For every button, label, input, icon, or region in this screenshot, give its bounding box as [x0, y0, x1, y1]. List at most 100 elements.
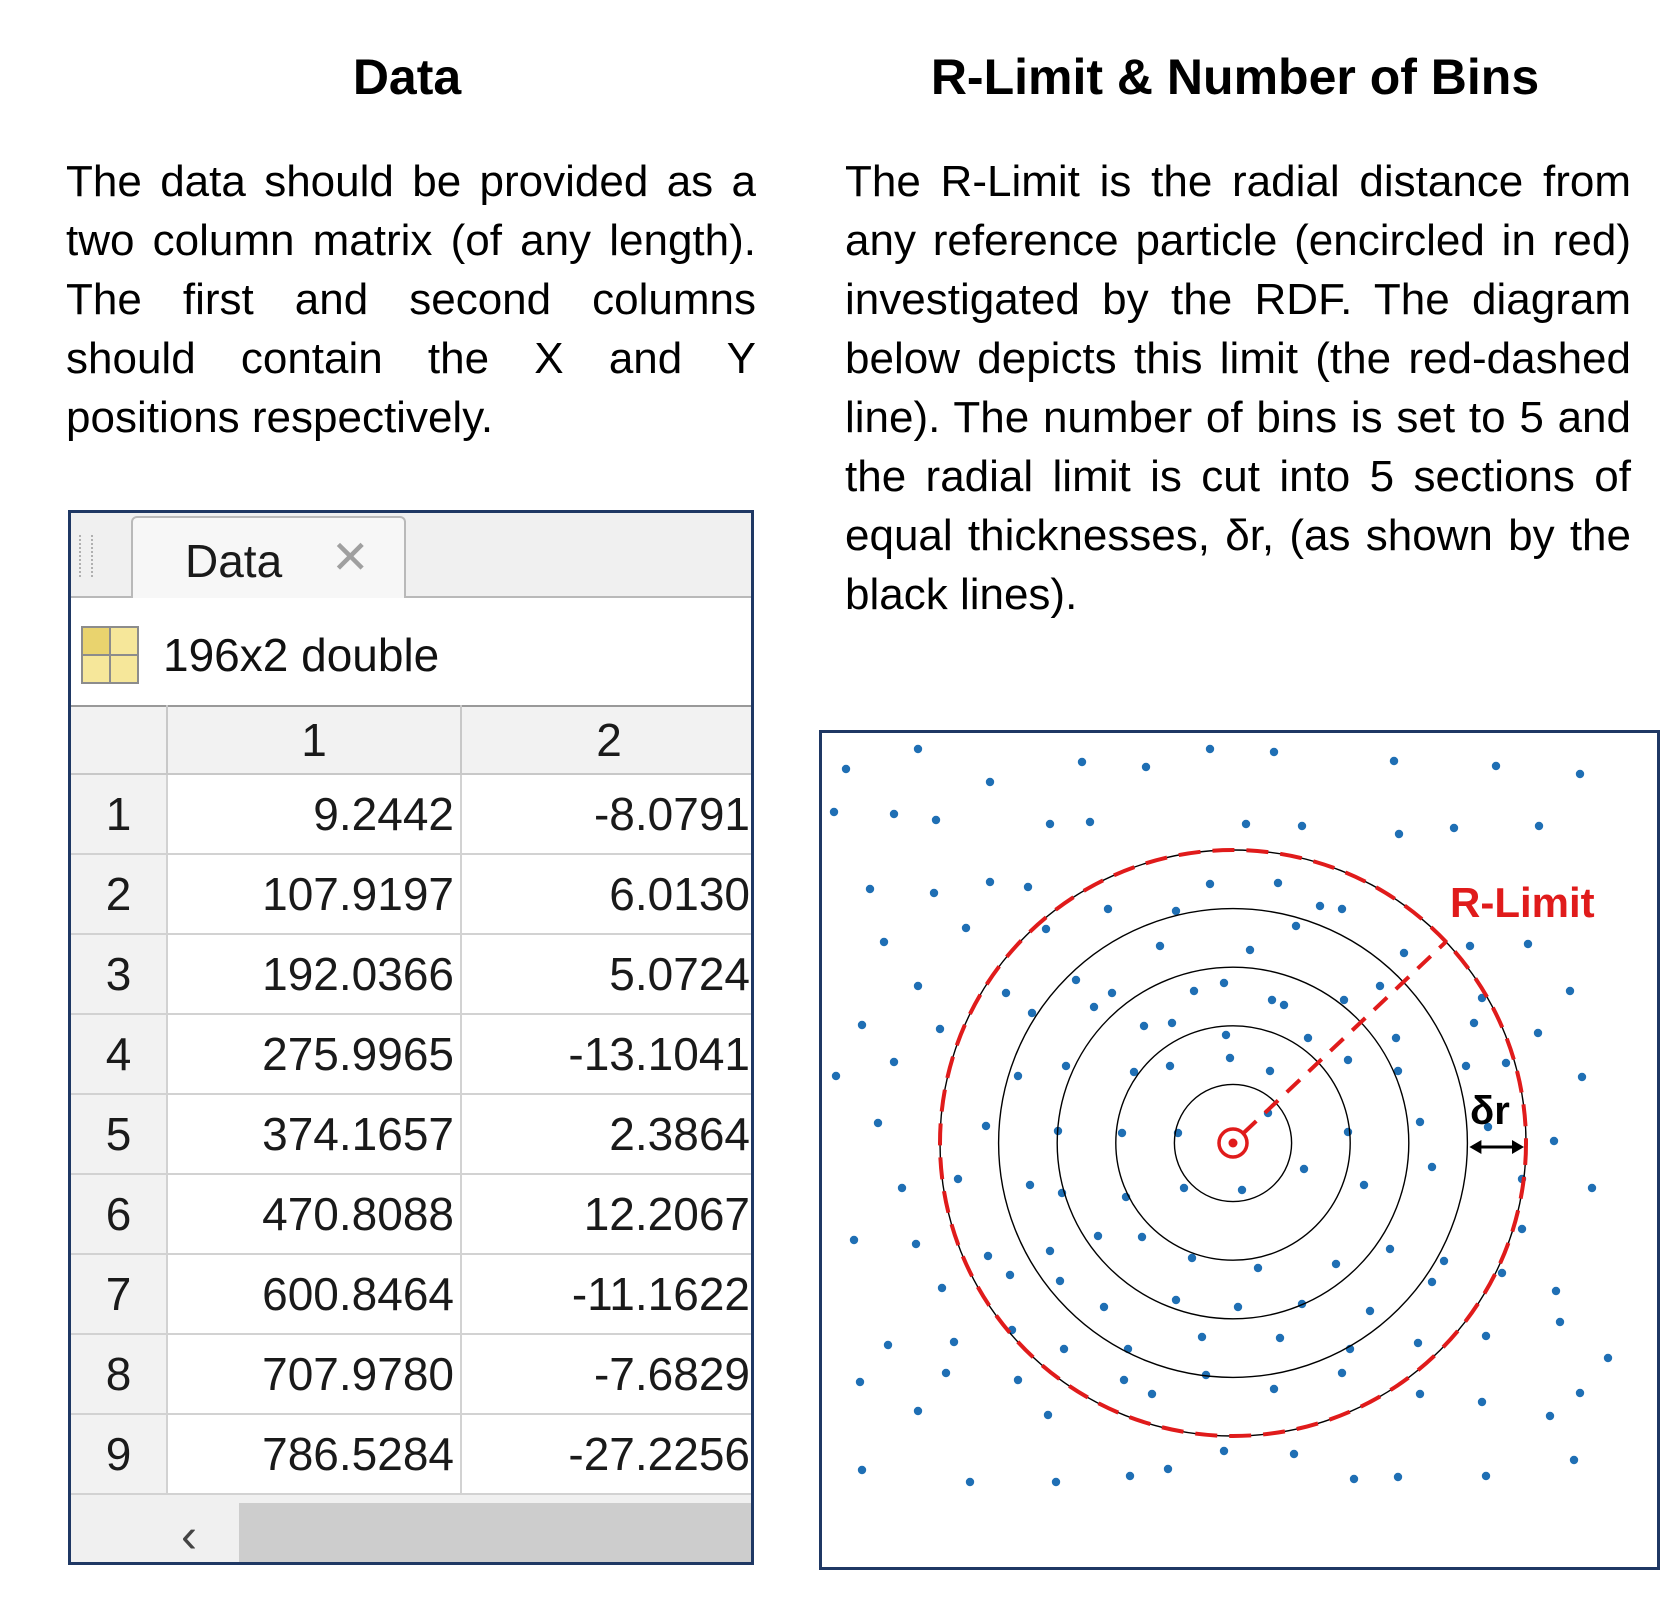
particle-dot	[1269, 747, 1279, 757]
particle-dot	[1163, 1464, 1173, 1474]
table-cell[interactable]: 5.0724	[461, 934, 751, 1015]
r-limit-description: The R-Limit is the radial distance from …	[845, 157, 1631, 619]
particle-dot	[1137, 1232, 1147, 1242]
particle-dot	[981, 1121, 991, 1131]
diagram-canvas: δr R-Limit	[829, 744, 1613, 1487]
table-cell[interactable]: -7.6829	[461, 1334, 751, 1415]
table-cell[interactable]: -8.0791	[461, 774, 751, 855]
particle-dot	[1551, 1286, 1561, 1296]
row-number-cell[interactable]: 9	[71, 1414, 168, 1495]
particle-dot	[1171, 1295, 1181, 1305]
particle-dot	[1481, 1331, 1491, 1341]
variable-info-bar: 196x2 double	[71, 598, 751, 705]
particle-dot	[1025, 1180, 1035, 1190]
r-limit-label: R-Limit	[1450, 879, 1595, 926]
table-cell[interactable]: 2.3864	[461, 1094, 751, 1175]
column-header-2[interactable]: 2	[461, 705, 751, 775]
particle-dot	[1523, 939, 1533, 949]
delta-r-label: δr	[1470, 1089, 1510, 1133]
row-number-header[interactable]	[71, 705, 168, 775]
row-number-cell[interactable]: 8	[71, 1334, 168, 1415]
particle-dot	[1385, 1244, 1395, 1254]
particle-dot	[1189, 986, 1199, 996]
row-number-cell[interactable]: 7	[71, 1254, 168, 1335]
horizontal-scrollbar[interactable]: ‹	[71, 1503, 751, 1563]
particle-dot	[1399, 948, 1409, 958]
bin-circle	[1056, 966, 1410, 1320]
particle-dot	[1413, 1338, 1423, 1348]
particle-dot	[1061, 1061, 1071, 1071]
particle-dot	[1077, 757, 1087, 767]
tab-data[interactable]: Data ✕	[131, 516, 406, 598]
particle-dot	[1497, 1268, 1507, 1278]
particle-dot	[1071, 975, 1081, 985]
particle-dot	[1565, 986, 1575, 996]
particle-dot	[1045, 819, 1055, 829]
table-cell[interactable]: 600.8464	[167, 1254, 462, 1335]
tab-strip-divider	[71, 596, 751, 598]
table-cell[interactable]: -11.1622	[461, 1254, 751, 1335]
row-number-cell[interactable]: 3	[71, 934, 168, 1015]
table-cell[interactable]: 786.5284	[167, 1414, 462, 1495]
table-cell[interactable]: 6.0130	[461, 854, 751, 935]
row-number-cell[interactable]: 2	[71, 854, 168, 935]
table-cell[interactable]: 707.9780	[167, 1334, 462, 1415]
particle-dot	[935, 1024, 945, 1034]
particle-dot	[1303, 1033, 1313, 1043]
column-header-1[interactable]: 1	[167, 705, 462, 775]
row-number-cell[interactable]: 4	[71, 1014, 168, 1095]
particle-dot	[1555, 1317, 1565, 1327]
particle-dot	[1501, 1058, 1511, 1068]
particle-dot	[1393, 1066, 1403, 1076]
particle-dot	[1051, 1477, 1061, 1487]
particle-dot	[857, 1465, 867, 1475]
particle-dot	[913, 744, 923, 754]
particle-dot	[913, 981, 923, 991]
r-limit-diagram: δr R-Limit	[819, 730, 1660, 1570]
particle-dot	[1394, 829, 1404, 839]
particle-dot	[1155, 941, 1165, 951]
particle-dot	[1415, 1117, 1425, 1127]
particle-dot	[1477, 1397, 1487, 1407]
data-table: 1 2 1 9.2442 -8.0791 2 107.9197 6.0130 3 192.03…	[71, 705, 751, 1495]
delta-r-arrowhead-left	[1469, 1140, 1482, 1154]
close-icon[interactable]: ✕	[331, 531, 370, 583]
row-number-cell[interactable]: 6	[71, 1174, 168, 1255]
table-cell[interactable]: 9.2442	[167, 774, 462, 855]
particle-dot	[1129, 1067, 1139, 1077]
particle-dot	[931, 815, 941, 825]
particle-dot	[1241, 819, 1251, 829]
particle-dot	[1315, 901, 1325, 911]
table-row: 3 192.0366 5.0724	[71, 934, 751, 1015]
particle-dot	[1139, 1021, 1149, 1031]
panel-drag-handle[interactable]	[79, 535, 93, 577]
particle-dot	[1201, 1370, 1211, 1380]
table-cell[interactable]: 275.9965	[167, 1014, 462, 1095]
particle-dot	[1205, 744, 1215, 754]
particle-dot	[1005, 1270, 1015, 1280]
particle-dot	[985, 777, 995, 787]
table-cell[interactable]: -13.1041	[461, 1014, 751, 1095]
particle-dot	[1291, 921, 1301, 931]
table-cell[interactable]: -27.2256	[461, 1414, 751, 1495]
particle-dot	[1171, 906, 1181, 916]
table-header-row: 1 2	[71, 705, 751, 775]
particle-dot	[1299, 1164, 1309, 1174]
table-cell[interactable]: 107.9197	[167, 854, 462, 935]
table-cell[interactable]: 12.2067	[461, 1174, 751, 1255]
table-cell[interactable]: 374.1657	[167, 1094, 462, 1175]
table-cell[interactable]: 470.8088	[167, 1174, 462, 1255]
particle-dot	[857, 1020, 867, 1030]
table-row: 5 374.1657 2.3864	[71, 1094, 751, 1175]
particle-dot	[831, 1071, 841, 1081]
particle-dot	[1337, 904, 1347, 914]
scroll-left-icon[interactable]: ‹	[181, 1510, 197, 1563]
particle-dot	[1125, 1471, 1135, 1481]
particle-dot	[1415, 1389, 1425, 1399]
scrollbar-thumb[interactable]	[239, 1503, 751, 1562]
particle-dot	[849, 1235, 859, 1245]
table-row: 7 600.8464 -11.1622	[71, 1254, 751, 1335]
table-cell[interactable]: 192.0366	[167, 934, 462, 1015]
row-number-cell[interactable]: 5	[71, 1094, 168, 1175]
row-number-cell[interactable]: 1	[71, 774, 168, 855]
